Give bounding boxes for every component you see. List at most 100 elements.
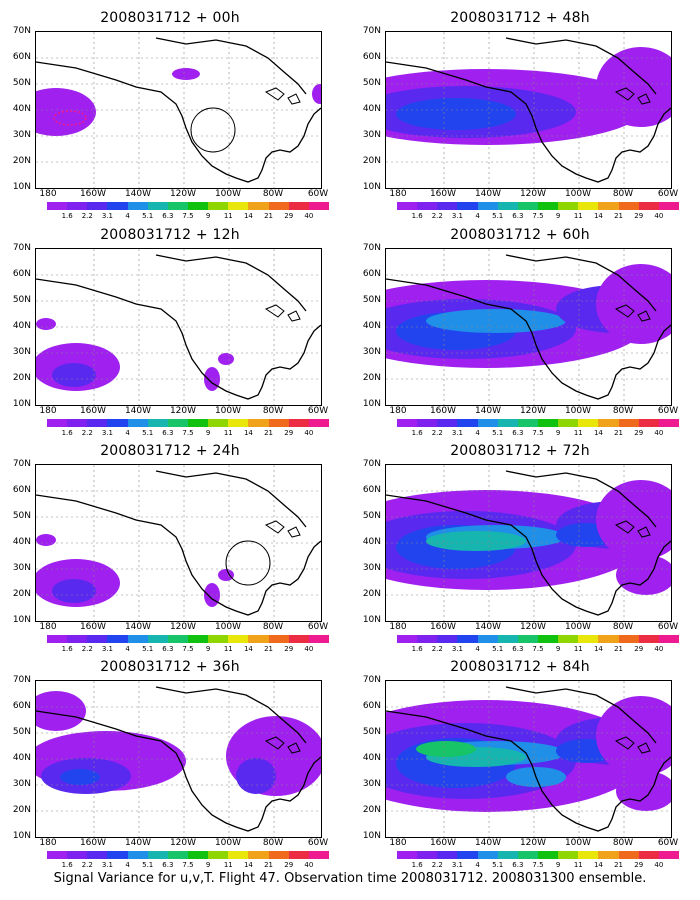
panel-title: 2008031712 + 00h (100, 10, 240, 26)
colorbar-label: 1.6 (411, 861, 423, 869)
colorbar-label: 7.5 (532, 645, 544, 653)
lat-label: 60N (12, 52, 31, 62)
lon-label: 120W (169, 838, 197, 848)
variance-contour (36, 318, 56, 330)
colorbar-swatch (167, 202, 188, 210)
colorbar-swatch (67, 851, 88, 859)
lat-label: 10N (12, 399, 31, 409)
colorbar-swatch (598, 851, 619, 859)
colorbar-swatch (127, 419, 148, 427)
colorbar-swatch (107, 635, 128, 643)
colorbar-swatch (248, 419, 269, 427)
lat-label: 40N (12, 104, 31, 114)
colorbar-swatch (308, 419, 329, 427)
colorbar-swatch (147, 851, 168, 859)
colorbar-label: 5.1 (142, 861, 154, 869)
lat-label: 40N (12, 321, 31, 331)
colorbar-label: 2.2 (81, 861, 93, 869)
colorbar-label: 4 (475, 429, 480, 437)
lon-label: 180 (39, 622, 57, 632)
lon-label: 60W (657, 838, 679, 848)
colorbar-swatch (537, 419, 559, 427)
variance-contour (36, 691, 86, 731)
lon-label: 120W (519, 838, 547, 848)
colorbar-label: 14 (593, 212, 603, 220)
colorbar-swatch (308, 635, 329, 643)
colorbar-label: 29 (284, 861, 294, 869)
lat-label: 30N (362, 779, 381, 789)
colorbar-swatch (47, 419, 68, 427)
lon-label: 60W (657, 189, 679, 199)
colorbar-label: 21 (614, 212, 624, 220)
lat-label: 10N (362, 399, 381, 409)
colorbar-label: 1.6 (61, 429, 73, 437)
colorbar (397, 635, 679, 643)
colorbar-label: 14 (593, 429, 603, 437)
colorbar-label: 2.2 (431, 645, 443, 653)
coastline (36, 61, 321, 183)
high-variance-marker (53, 110, 87, 126)
colorbar (47, 851, 329, 859)
colorbar-label: 11 (223, 212, 233, 220)
colorbar-label: 29 (634, 645, 644, 653)
colorbar (47, 635, 329, 643)
lat-label: 50N (362, 295, 381, 305)
colorbar-swatch (268, 851, 289, 859)
colorbar-swatch (517, 202, 538, 210)
colorbar-swatch (248, 635, 269, 643)
lon-label: 60W (307, 189, 329, 199)
colorbar-swatch (67, 635, 88, 643)
colorbar-label: 11 (223, 429, 233, 437)
colorbar-swatch (288, 635, 309, 643)
lat-label: 20N (12, 589, 31, 599)
lon-label: 120W (519, 189, 547, 199)
colorbar-swatch (578, 202, 599, 210)
coastline (155, 686, 307, 744)
lon-label: 80W (262, 838, 284, 848)
lon-label: 180 (39, 838, 57, 848)
colorbar-swatch (308, 851, 329, 859)
lat-label: 70N (12, 26, 31, 36)
colorbar-swatch (127, 851, 148, 859)
lon-label: 160W (429, 838, 457, 848)
colorbar-swatch (268, 419, 289, 427)
coastline (155, 254, 307, 312)
colorbar-label: 40 (654, 212, 664, 220)
colorbar-label: 29 (634, 861, 644, 869)
colorbar-swatch (477, 419, 498, 427)
colorbar-swatch (147, 202, 168, 210)
lon-label: 60W (657, 406, 679, 416)
colorbar-label: 21 (264, 429, 274, 437)
lon-label: 100W (564, 622, 592, 632)
map-canvas (36, 465, 321, 621)
colorbar-label: 5.1 (142, 645, 154, 653)
colorbar-swatch (87, 851, 108, 859)
colorbar-swatch (167, 635, 188, 643)
panel-title: 2008031712 + 12h (100, 227, 240, 243)
colorbar-swatch (87, 419, 108, 427)
colorbar-label: 5.1 (492, 645, 504, 653)
colorbar-swatch (638, 419, 659, 427)
lon-label: 180 (389, 622, 407, 632)
variance-map (35, 248, 322, 406)
colorbar-label: 3.1 (451, 212, 463, 220)
figure-caption: Signal Variance for u,v,T. Flight 47. Ob… (53, 871, 647, 886)
colorbar-swatch (187, 202, 209, 210)
variance-contour (616, 771, 671, 811)
lon-label: 120W (169, 406, 197, 416)
colorbar-swatch (107, 851, 128, 859)
colorbar-swatch (658, 202, 679, 210)
colorbar-label: 2.2 (81, 645, 93, 653)
lon-label: 80W (612, 189, 634, 199)
colorbar-swatch (497, 635, 518, 643)
colorbar-label: 11 (573, 212, 583, 220)
colorbar-swatch (578, 851, 599, 859)
lon-label: 60W (307, 838, 329, 848)
lon-label: 100W (564, 838, 592, 848)
variance-contour (52, 579, 96, 603)
lat-label: 20N (362, 373, 381, 383)
variance-contour (416, 741, 476, 757)
colorbar-label: 6.3 (512, 861, 524, 869)
great-lakes (264, 520, 301, 538)
lat-label: 30N (12, 563, 31, 573)
